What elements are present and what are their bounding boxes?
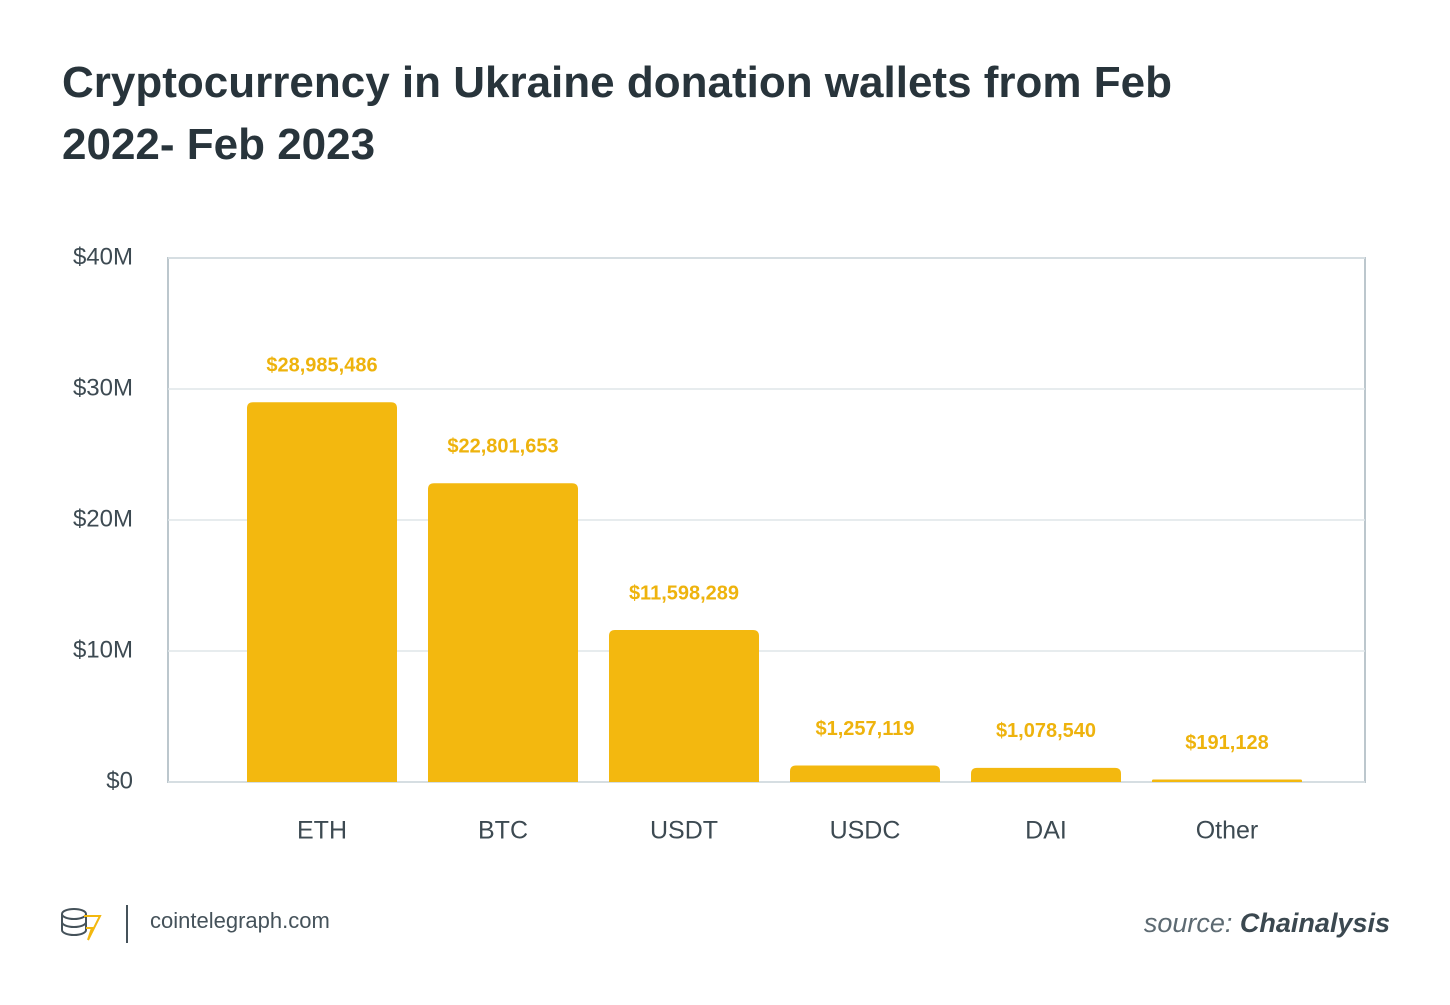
- bar: [247, 402, 397, 782]
- y-tick-label: $40M: [73, 243, 133, 270]
- value-label: $1,257,119: [816, 718, 915, 740]
- bar: [609, 630, 759, 782]
- bar: [428, 483, 578, 782]
- x-tick-label: DAI: [1025, 817, 1067, 845]
- x-tick-label: USDC: [830, 817, 901, 845]
- y-tick-label: $10M: [73, 636, 133, 663]
- bar: [1152, 779, 1302, 782]
- site: cointelegraph.com: [150, 908, 330, 933]
- source-label: source:: [1143, 908, 1233, 938]
- value-label: $191,128: [1185, 732, 1268, 754]
- y-tick-label: $30M: [73, 374, 133, 401]
- value-label: $28,985,486: [266, 355, 377, 377]
- logo: [61, 908, 102, 941]
- x-tick-label: USDT: [650, 817, 718, 845]
- source-name: Chainalysis: [1239, 908, 1390, 938]
- x-tick-label: ETH: [297, 817, 347, 845]
- value-label: $22,801,653: [447, 436, 558, 458]
- value-label: $1,078,540: [996, 720, 1096, 742]
- bar: [790, 765, 940, 782]
- y-tick-label: $0: [106, 767, 133, 794]
- chart-title: Cryptocurrency in Ukraine donation walle…: [62, 58, 1172, 169]
- x-tick-label: BTC: [478, 817, 528, 845]
- source: source: Chainalysis: [1144, 908, 1390, 939]
- y-tick-label: $20M: [73, 505, 133, 532]
- x-tick-label: Other: [1196, 817, 1259, 845]
- bar: [971, 767, 1121, 782]
- value-label: $11,598,289: [629, 582, 739, 604]
